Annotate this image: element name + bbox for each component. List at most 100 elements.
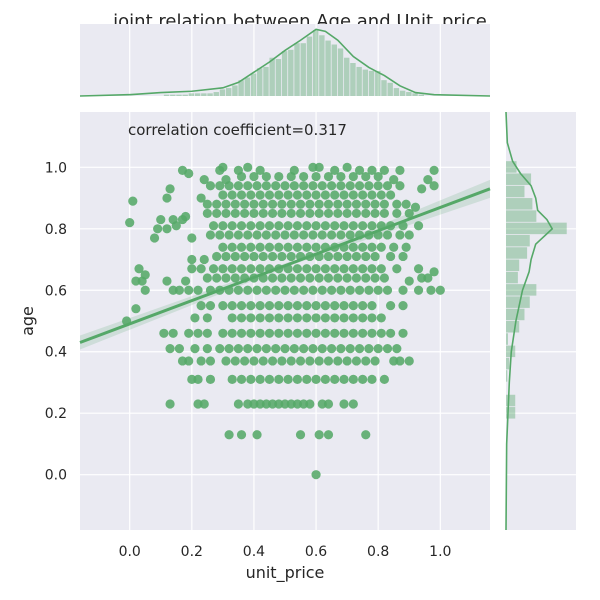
scatter-point [351, 356, 362, 366]
top-histogram-bar [238, 80, 244, 96]
scatter-point [386, 328, 396, 338]
scatter-point [221, 175, 231, 185]
scatter-point [336, 344, 346, 354]
scatter-point [339, 190, 349, 200]
top-histogram-bar [188, 93, 195, 96]
scatter-point [333, 251, 343, 262]
scatter-point [336, 171, 346, 182]
scatter-point [289, 344, 299, 354]
scatter-point [373, 181, 383, 191]
scatter-point [134, 264, 144, 274]
scatter-point [317, 344, 327, 354]
scatter-point [184, 356, 194, 366]
scatter-point [348, 242, 358, 252]
scatter-point [255, 328, 265, 338]
scatter-point [379, 199, 389, 209]
scatter-point [302, 242, 312, 252]
scatter-point [264, 242, 275, 252]
right-marginal-panel [505, 111, 576, 531]
scatter-point [354, 285, 365, 295]
x-tick-label: 0.0 [119, 544, 141, 560]
scatter-point [323, 430, 334, 440]
scatter-point [317, 181, 327, 191]
top-histogram-bar [194, 93, 201, 96]
scatter-point [361, 356, 371, 366]
scatter-point [271, 344, 281, 354]
scatter-point [339, 221, 349, 231]
scatter-point [311, 264, 321, 274]
scatter-point [246, 301, 256, 311]
scatter-point [311, 301, 321, 311]
scatter-point [339, 328, 349, 338]
scatter-point [299, 171, 309, 182]
scatter-point [361, 171, 371, 182]
scatter-point [358, 301, 368, 311]
scatter-point [339, 399, 349, 409]
scatter-point [190, 313, 200, 323]
scatter-point [302, 313, 312, 323]
scatter-point [292, 301, 303, 311]
scatter-point [289, 285, 299, 295]
scatter-point [379, 165, 389, 175]
scatter-point [323, 251, 334, 262]
top-histogram-bar [294, 43, 300, 96]
scatter-point [323, 171, 334, 182]
scatter-point [196, 301, 206, 311]
scatter-point [311, 221, 321, 231]
scatter-point [398, 251, 408, 262]
scatter-point [398, 328, 408, 338]
top-histogram-bar [344, 57, 350, 96]
scatter-point [181, 211, 191, 222]
right-histogram-bar [506, 333, 508, 345]
scatter-point [323, 273, 334, 283]
scatter-point [376, 221, 386, 231]
y-tick-label: 0.8 [45, 222, 67, 238]
scatter-point [264, 190, 275, 200]
scatter-point [302, 301, 312, 311]
scatter-point [417, 184, 427, 194]
scatter-point [249, 251, 259, 262]
scatter-point [196, 193, 206, 203]
scatter-point [330, 264, 340, 274]
scatter-point [208, 221, 219, 231]
scatter-point [317, 285, 327, 295]
scatter-point [199, 399, 209, 409]
right-histogram-bar [506, 394, 516, 407]
scatter-point [398, 285, 408, 295]
scatter-point [125, 218, 135, 228]
scatter-point [233, 285, 244, 295]
scatter-point [354, 230, 365, 240]
scatter-point [165, 399, 175, 409]
top-histogram-bar [418, 94, 424, 96]
scatter-point [221, 251, 231, 262]
scatter-point [264, 313, 275, 323]
scatter-point [401, 242, 411, 252]
scatter-point [336, 181, 346, 191]
scatter-point [252, 230, 262, 240]
scatter-point [404, 356, 414, 366]
scatter-point [302, 221, 312, 231]
scatter-point [342, 162, 352, 172]
scatter-point [283, 221, 293, 231]
scatter-point [240, 199, 250, 209]
scatter-point [311, 470, 321, 480]
scatter-point [295, 208, 306, 219]
scatter-point [342, 251, 352, 262]
scatter-point [236, 264, 247, 274]
scatter-point [389, 175, 399, 185]
top-histogram-bar [362, 69, 369, 96]
scatter-point [243, 230, 253, 240]
scatter-point [395, 181, 405, 191]
scatter-point [358, 221, 368, 231]
scatter-point [174, 285, 184, 295]
scatter-point [277, 356, 287, 366]
top-marginal-kde [79, 28, 491, 97]
scatter-point [205, 285, 216, 295]
scatter-point [261, 344, 271, 354]
scatter-point [345, 230, 355, 240]
scatter-point [392, 208, 402, 219]
scatter-point [165, 184, 175, 194]
scatter-point [326, 230, 337, 240]
scatter-point [252, 344, 262, 354]
scatter-point [336, 285, 346, 295]
